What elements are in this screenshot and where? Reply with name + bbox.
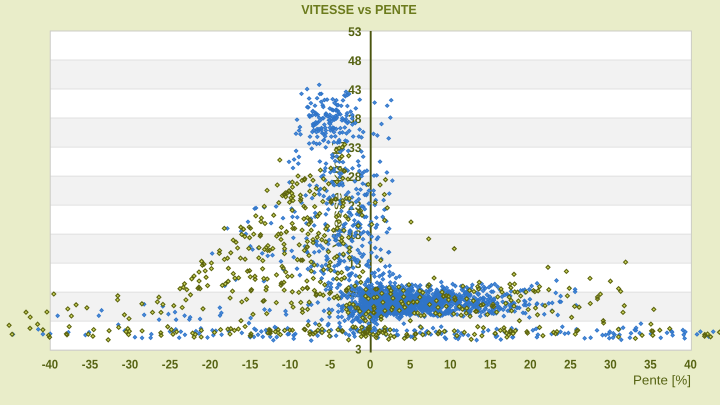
- svg-text:53: 53: [348, 25, 361, 39]
- svg-text:Pente [%]: Pente [%]: [633, 372, 691, 387]
- svg-text:40: 40: [684, 358, 697, 372]
- svg-text:28: 28: [348, 170, 361, 184]
- svg-text:-20: -20: [202, 358, 218, 372]
- svg-text:-25: -25: [162, 358, 178, 372]
- svg-text:-10: -10: [282, 358, 298, 372]
- svg-text:5: 5: [407, 358, 413, 372]
- svg-text:20: 20: [524, 358, 537, 372]
- svg-text:25: 25: [564, 358, 577, 372]
- svg-text:0: 0: [367, 358, 373, 372]
- svg-text:-35: -35: [82, 358, 98, 372]
- svg-text:43: 43: [348, 83, 361, 97]
- svg-text:-15: -15: [242, 358, 258, 372]
- svg-text:35: 35: [644, 358, 657, 372]
- svg-text:-5: -5: [325, 358, 335, 372]
- svg-text:3: 3: [355, 343, 361, 357]
- svg-text:VITESSE vs PENTE: VITESSE vs PENTE: [301, 2, 417, 17]
- svg-text:15: 15: [484, 358, 497, 372]
- svg-text:-40: -40: [42, 358, 58, 372]
- svg-text:10: 10: [444, 358, 457, 372]
- svg-text:-30: -30: [122, 358, 138, 372]
- svg-text:33: 33: [348, 141, 361, 155]
- svg-text:30: 30: [604, 358, 617, 372]
- svg-text:48: 48: [348, 54, 361, 68]
